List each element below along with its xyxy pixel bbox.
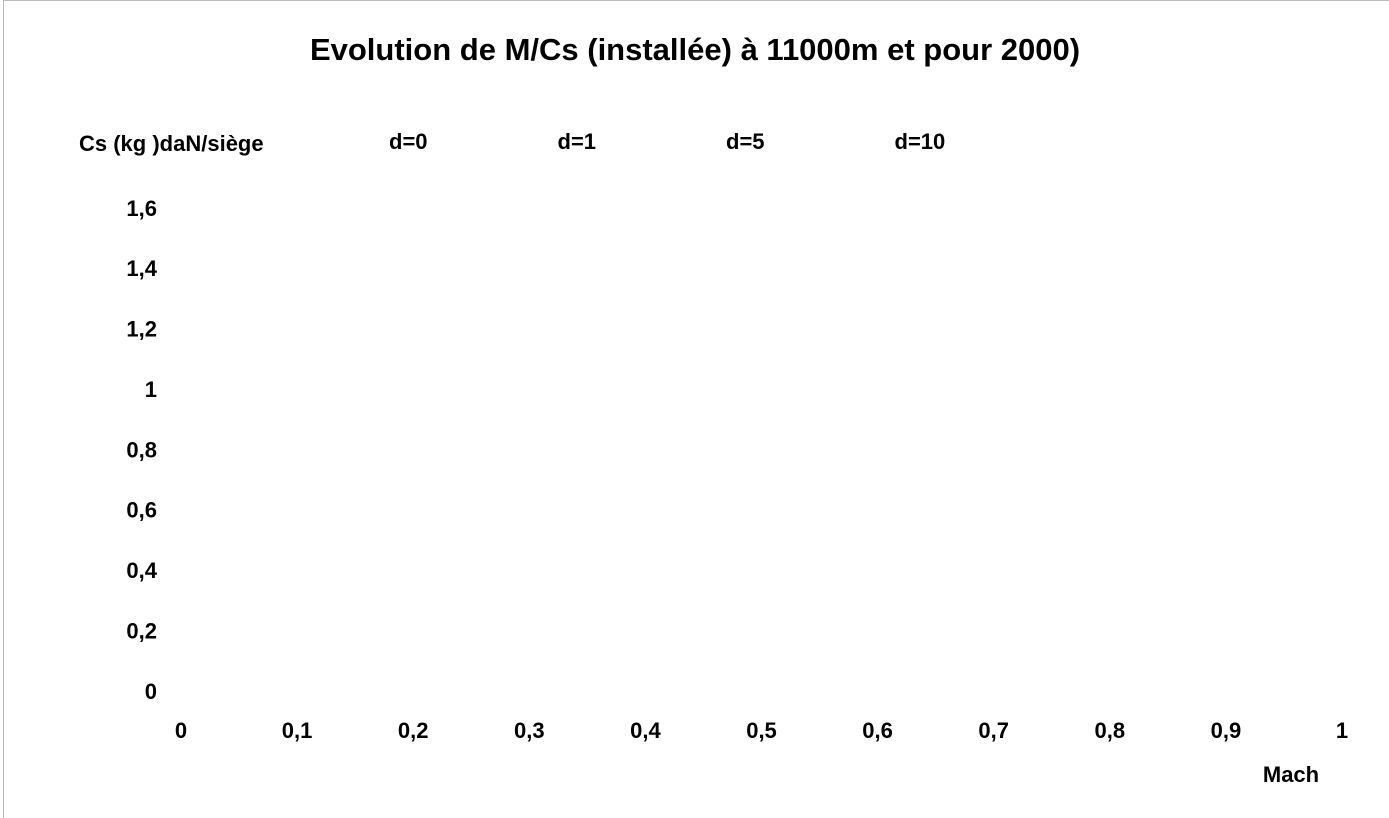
x-tick-label: 0,5 xyxy=(746,718,777,743)
y-tick-label: 0,6 xyxy=(126,498,157,523)
y-tick-label: 1 xyxy=(145,377,157,402)
x-tick-label: 0,2 xyxy=(398,718,429,743)
y-axis-label: Cs (kg )daN/siège xyxy=(79,131,264,156)
x-axis-label: Mach xyxy=(1263,762,1319,787)
y-tick-label: 0,4 xyxy=(126,558,157,583)
legend-entry: d=0 xyxy=(389,129,428,154)
y-tick-label: 0 xyxy=(145,679,157,704)
y-tick-label: 0,8 xyxy=(126,437,157,462)
x-tick-label: 0,4 xyxy=(630,718,661,743)
x-tick-label: 0,9 xyxy=(1211,718,1242,743)
y-tick-label: 0,2 xyxy=(126,618,157,643)
y-tick-label: 1,2 xyxy=(126,317,157,342)
x-tick-label: 1 xyxy=(1336,718,1348,743)
x-tick-label: 0,8 xyxy=(1095,718,1126,743)
legend-entry: d=5 xyxy=(726,129,765,154)
x-tick-label: 0,6 xyxy=(862,718,893,743)
x-tick-label: 0,3 xyxy=(514,718,545,743)
x-tick-label: 0 xyxy=(175,718,187,743)
y-tick-label: 1,4 xyxy=(126,256,157,281)
chart-title: Evolution de M/Cs (installée) à 11000m e… xyxy=(310,32,1080,67)
legend-entry: d=1 xyxy=(558,129,597,154)
chart-frame xyxy=(3,0,1389,818)
y-tick-label: 1,6 xyxy=(126,196,157,221)
x-tick-label: 0,1 xyxy=(282,718,313,743)
x-tick-label: 0,7 xyxy=(978,718,1009,743)
legend-entry: d=10 xyxy=(895,129,946,154)
